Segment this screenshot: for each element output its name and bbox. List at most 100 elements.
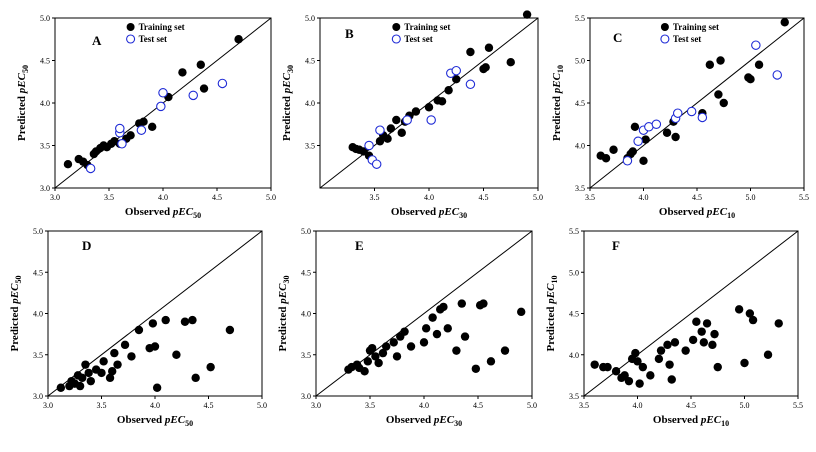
training-point (406, 342, 416, 351)
y-tick-label: 5.0 (301, 227, 311, 236)
training-point (740, 358, 749, 368)
training-point (457, 299, 466, 308)
training-point (628, 147, 637, 156)
x-axis-label: Observed pEC30 (386, 414, 462, 428)
training-point (374, 358, 383, 368)
training-point (699, 338, 709, 347)
y-tick-label: 5.0 (40, 14, 50, 23)
panel-d: 3.0 3.5 4.0 4.5 5.0 3.0 3.5 4.0 4.5 5.0 Observed p… (9, 227, 267, 428)
x-tick-label: 5.0 (746, 193, 756, 202)
test-point (672, 108, 683, 118)
legend-marker (126, 23, 135, 31)
x-tick-label: 4.0 (158, 193, 168, 202)
y-axis-label: Predicted pEC10 (545, 276, 559, 352)
training-point (110, 348, 119, 358)
x-tick-label: 4.0 (424, 193, 434, 202)
training-point (746, 75, 755, 84)
training-point (641, 135, 650, 144)
training-point (484, 43, 494, 52)
training-point (486, 357, 496, 366)
y-tick-label: 4.0 (40, 99, 50, 108)
legend-label: Test set (404, 34, 432, 44)
legend-marker (392, 23, 401, 31)
training-point (780, 18, 789, 27)
training-point (86, 376, 96, 386)
panel-letter: B (345, 26, 354, 41)
training-point (466, 47, 475, 57)
training-point (389, 338, 398, 347)
test-point (364, 140, 374, 151)
panel-letter: A (92, 33, 102, 48)
x-tick-label: 3.0 (50, 193, 60, 202)
test-point (426, 115, 436, 125)
training-point (134, 325, 144, 335)
training-point (638, 362, 648, 372)
panel-b: 3.5 4.0 4.5 5.0 3.5 4.0 4.5 5.0 Observed pEC30 Pr… (281, 10, 543, 220)
training-point (432, 329, 442, 339)
training-point (78, 373, 87, 383)
training-point (81, 360, 90, 369)
x-tick-label: 4.0 (639, 193, 649, 202)
training-point (656, 346, 666, 355)
test-point (156, 101, 166, 112)
y-tick-label: 4.0 (305, 99, 315, 108)
training-point (161, 315, 170, 325)
training-point (609, 145, 618, 154)
training-point (635, 379, 644, 388)
legend-marker (660, 23, 669, 31)
y-tick-label: 5.0 (33, 227, 43, 236)
training-point (439, 302, 448, 312)
x-tick-label: 4.5 (204, 401, 214, 410)
test-point (375, 125, 385, 135)
x-tick-label: 3.0 (43, 401, 53, 410)
x-tick-label: 3.5 (585, 193, 595, 202)
training-point (500, 346, 510, 355)
training-point (148, 122, 157, 131)
training-point (424, 103, 434, 112)
training-point (522, 10, 532, 19)
y-tick-label: 4.0 (569, 351, 579, 360)
training-point (748, 315, 758, 325)
x-axis-label: Observed pEC10 (653, 414, 729, 428)
y-tick-label: 4.5 (40, 57, 50, 66)
training-point (481, 63, 490, 72)
test-point (371, 159, 382, 169)
training-point (383, 134, 392, 143)
panel-f: 3.5 4.0 4.5 5.0 5.5 3.5 4.0 4.5 5.0 5.5 Observed p… (545, 227, 803, 428)
training-point (234, 35, 243, 44)
y-tick-label: 3.0 (33, 392, 43, 401)
training-point (443, 324, 452, 333)
training-point (172, 350, 181, 359)
y-tick-label: 3.5 (33, 351, 43, 360)
training-point (630, 122, 640, 131)
test-point (686, 106, 697, 117)
identity-line (47, 230, 263, 397)
test-point (217, 78, 228, 89)
training-point (180, 317, 190, 326)
training-point (382, 342, 391, 351)
training-point (719, 98, 728, 108)
legend-marker (126, 34, 136, 44)
training-point (419, 338, 429, 347)
training-point (105, 373, 115, 383)
training-point (611, 367, 621, 376)
training-point (386, 124, 396, 133)
test-point (465, 79, 476, 90)
panel-letter: D (82, 238, 91, 253)
panel-letter: C (613, 30, 622, 45)
training-point (639, 156, 648, 165)
x-tick-label: 4.0 (419, 401, 429, 410)
x-tick-label: 4.5 (686, 401, 696, 410)
training-point (360, 367, 369, 376)
x-tick-label: 4.5 (212, 193, 222, 202)
training-point (225, 325, 235, 335)
test-point (622, 156, 633, 166)
legend-marker (660, 34, 670, 44)
legend-label: Training set (404, 22, 450, 32)
training-point (126, 131, 135, 140)
y-tick-label: 4.5 (569, 310, 579, 319)
training-point (590, 360, 599, 369)
training-point (763, 350, 773, 359)
training-point (710, 329, 719, 339)
